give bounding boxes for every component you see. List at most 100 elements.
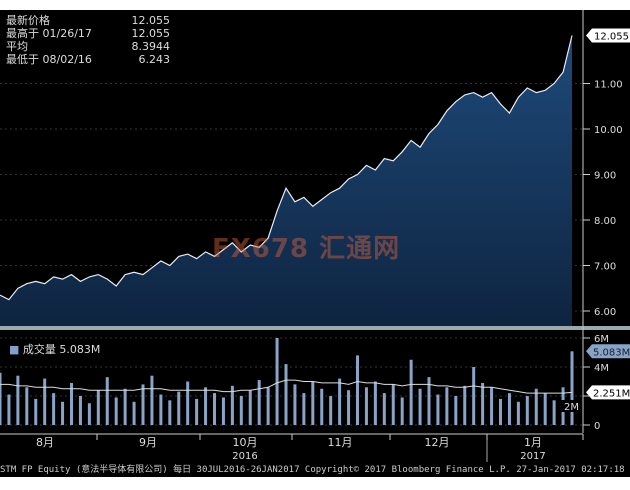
y-tick-label: 9.00 [594, 171, 616, 182]
y-tick-label: 0 [594, 421, 600, 432]
volume-bar [400, 397, 404, 425]
volume-bar [141, 384, 145, 425]
volume-bar [70, 382, 73, 425]
volume-bar [454, 396, 458, 425]
volume-bar [195, 398, 199, 425]
volume-legend-label: 成交量 [22, 343, 56, 356]
volume-bar [0, 372, 2, 425]
volume-bar [320, 388, 324, 425]
volume-legend-value: 5.083M [59, 343, 101, 356]
volume-bar [52, 393, 56, 425]
volume-bar [543, 393, 547, 425]
volume-bar [499, 398, 502, 425]
legend-label: 最高于 01/26/17 [6, 27, 92, 40]
volume-bar [186, 381, 190, 425]
volume-bar [114, 397, 118, 425]
volume-bar [123, 388, 127, 425]
month-label: 1月 [524, 436, 542, 449]
legend-value: 12.055 [131, 14, 171, 27]
volume-bar [382, 393, 386, 425]
legend-label: 最低于 08/02/16 [6, 53, 92, 66]
volume-bar [7, 394, 11, 425]
volume-bar [436, 394, 440, 425]
year-label: 2016 [232, 451, 257, 462]
volume-bar [213, 393, 216, 425]
x-axis-panel [0, 433, 630, 463]
volume-bar [534, 388, 538, 425]
month-label: 11月 [328, 436, 353, 449]
volume-bar [96, 390, 100, 425]
average-volume-label: 2.251M [593, 388, 630, 399]
chart-canvas: 6.00 7.00 8.00 9.00 10.00 11.00 12.055 0 2M 4M 6M 5… [0, 10, 630, 463]
volume-bar [338, 378, 342, 425]
volume-bar [150, 375, 154, 425]
volume-bar [418, 388, 422, 425]
volume-bar [159, 394, 163, 425]
legend-label: 最新价格 [6, 14, 50, 27]
volume-bar [427, 377, 431, 425]
legend-label: 平均 [6, 40, 28, 53]
volume-legend: ■ 成交量 5.083M [6, 341, 104, 357]
month-label: 12月 [425, 436, 450, 449]
legend-value: 6.243 [138, 53, 171, 66]
volume-average-line [0, 379, 573, 394]
watermark: FX678 汇通网 [212, 234, 401, 264]
volume-bar [356, 355, 359, 425]
volume-bar [311, 381, 315, 425]
volume-bar [266, 387, 270, 425]
y-tick-label: 4M [594, 363, 609, 374]
volume-bar [257, 380, 261, 425]
volume-bar [25, 387, 29, 425]
average-volume-tag [586, 385, 630, 400]
y-tick-label: 10.00 [594, 125, 623, 136]
volume-bar [373, 381, 377, 425]
month-label: 9月 [139, 436, 157, 449]
volume-bar [570, 351, 574, 425]
panel-divider [0, 326, 630, 330]
volume-bar [391, 384, 395, 425]
volume-bar [275, 338, 279, 425]
month-label: 8月 [36, 436, 54, 449]
legend-value: 8.3944 [131, 40, 171, 53]
volume-bar [329, 396, 333, 425]
volume-bar [364, 387, 368, 425]
volume-bar [516, 401, 520, 425]
volume-bar [177, 391, 181, 425]
volume-bar [248, 390, 252, 425]
price-area [0, 35, 572, 326]
volume-bar [239, 396, 243, 425]
volume-bar [221, 397, 225, 425]
volume-bar [168, 400, 172, 425]
volume-bar [105, 377, 109, 425]
y-tick-label: 11.00 [594, 80, 623, 91]
volume-bar [507, 393, 511, 425]
volume-bar [445, 387, 449, 425]
volume-bar [204, 387, 208, 425]
last-volume-tag [586, 344, 630, 359]
price-legend: 最新价格 12.055 最高于 01/26/17 12.055 平均 8.3944 最… [2, 12, 174, 68]
price-line [0, 35, 573, 301]
volume-bar [302, 393, 306, 425]
volume-bar [43, 378, 47, 425]
volume-bar [284, 364, 288, 425]
legend-value: 12.055 [131, 27, 171, 40]
year-label: 2017 [520, 451, 545, 462]
volume-bar [409, 359, 413, 425]
volume-bar [525, 396, 529, 425]
volume-bar [293, 384, 297, 425]
volume-bar [347, 390, 351, 425]
volume-bar [472, 367, 476, 425]
y-tick-label-bg [560, 400, 580, 412]
volume-bar [61, 401, 65, 425]
month-label: 10月 [233, 436, 258, 449]
volume-bar [87, 403, 91, 425]
volume-bar [463, 385, 467, 425]
last-volume-label: 5.083M [593, 347, 630, 358]
y-tick-label: 6M [594, 334, 609, 345]
volume-bar [16, 375, 20, 425]
volume-bar [78, 396, 82, 425]
volume-bar [552, 400, 556, 425]
volume-bar [490, 387, 494, 425]
volume-bar [230, 385, 234, 425]
y-tick-label: 7.00 [594, 262, 616, 273]
